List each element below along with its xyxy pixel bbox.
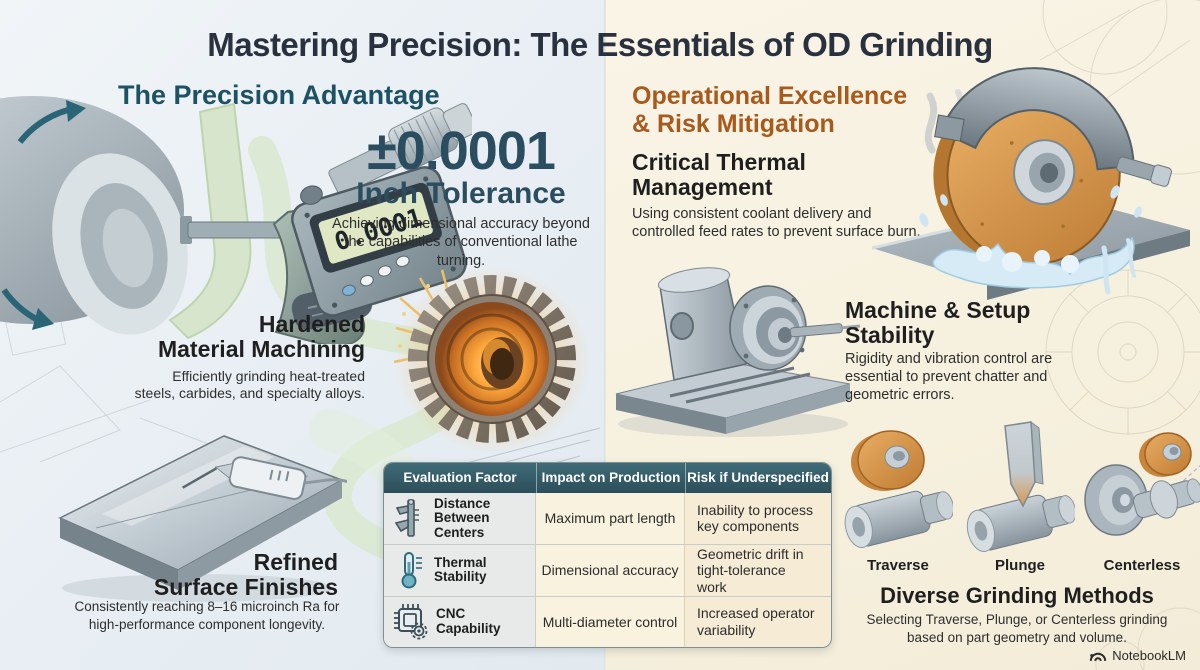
table-header-factor: Evaluation Factor (403, 470, 517, 486)
risk-cell: Inability to process key components (685, 492, 830, 545)
micrometer-illustration: 0.0001 (0, 96, 472, 344)
stability-title: Machine & Setup Stability (845, 297, 1031, 349)
methods-description: Selecting Traverse, Plunge, or Centerles… (866, 612, 1168, 645)
watermark-label: NotebookLM (1112, 648, 1186, 663)
tolerance-unit: Inch Tolerance (356, 177, 566, 211)
surface-plate-illustration (58, 435, 347, 602)
cnc-chip-icon (394, 603, 428, 640)
hardened-material-block: Hardened Material Machining Efficiently … (112, 312, 365, 402)
machine-illustration (615, 267, 861, 437)
precision-advantage-heading: The Precision Advantage (118, 80, 440, 110)
factor-label: Thermal Stability (434, 554, 487, 585)
thermometer-icon (401, 552, 422, 589)
watermark: NotebookLM (1089, 648, 1186, 663)
plunge-grinding-icon (966, 420, 1075, 552)
table-header-impact: Impact on Production (536, 463, 685, 493)
surface-finish-description: Consistently reaching 8–16 microinch Ra … (74, 599, 340, 632)
technical-sketch-gear (1045, 269, 1200, 435)
gear-teeth (408, 275, 576, 443)
impact-cell: Multi-diameter control (536, 596, 685, 647)
rotation-arrow-icon (1, 100, 86, 330)
table-row: Thermal Stability Dimensional accuracy G… (384, 544, 831, 596)
method-label: Centerless (1103, 557, 1181, 574)
traverse-grinding-icon (844, 430, 953, 548)
risk-cell: Geometric drift in tight-tolerance work (685, 545, 830, 596)
method-label: Plunge (994, 557, 1045, 574)
micrometer-thimble (328, 103, 472, 196)
surface-finish-title: Refined Surface Finishes (153, 549, 338, 600)
spindle-stack (729, 285, 861, 371)
plate-side-face (178, 480, 342, 590)
page-title: Mastering Precision: The Essentials of O… (207, 26, 993, 63)
table-header-row: Evaluation Factor Impact on Production R… (384, 463, 831, 493)
method-centerless: Centerless (1084, 420, 1200, 574)
adjust-knob (670, 312, 694, 340)
evaluation-table: Evaluation Factor Impact on Production R… (383, 462, 832, 648)
risk-cell: Increased operator variability (685, 596, 830, 647)
methods-title: Diverse Grinding Methods (880, 583, 1154, 608)
stability-description: Rigidity and vibration control are essen… (845, 351, 1053, 404)
glowing-gear-illustration (393, 266, 590, 454)
thermal-management-title: Critical Thermal Management (632, 149, 806, 201)
method-plunge: Plunge (964, 420, 1076, 574)
panel-divider (604, 0, 606, 670)
grinding-wheel-illustration (872, 67, 1190, 300)
wheel-guard (939, 67, 1135, 171)
technical-sketch-bottom-right (1095, 607, 1200, 670)
green-blade (168, 102, 252, 340)
surface-probe (182, 456, 347, 500)
impact-cell: Dimensional accuracy (536, 545, 685, 596)
centerless-grinding-icon (1084, 432, 1200, 536)
tolerance-description: Achieving dimensional accuracy beyond th… (332, 216, 590, 269)
table-row: CNC Capability Multi-diameter control In… (384, 595, 831, 647)
steam-wisp (924, 92, 938, 154)
hardened-material-description: Efficiently grinding heat-treated steels… (134, 367, 365, 401)
micrometer-display-unit: 0.0001 (291, 166, 467, 317)
tolerance-value: ±0.0001 (367, 121, 556, 181)
plate-front-face (60, 518, 178, 590)
operational-excellence-heading: Operational Excellence & Risk Mitigation (632, 82, 908, 138)
factor-label: Distance Between Centers (434, 495, 491, 540)
grinding-methods-row: Traverse Plunge (842, 420, 1200, 574)
coolant-nozzle (1116, 156, 1172, 187)
wheel-assembly (933, 67, 1135, 266)
method-traverse: Traverse (842, 420, 954, 574)
hardened-material-title: Hardened Material Machining (157, 311, 365, 362)
caliper-icon (394, 499, 419, 538)
table-row: Distance Between Centers Maximum part le… (384, 492, 831, 545)
factor-label: CNC Capability (436, 606, 501, 636)
lcd-screen (318, 191, 433, 264)
coolant-splash (919, 185, 1143, 295)
impact-cell: Maximum part length (536, 492, 685, 545)
method-label: Traverse (867, 557, 929, 574)
table-header-risk: Risk if Underspecified (685, 463, 830, 493)
gear-bore (490, 348, 514, 380)
notebooklm-logo-icon (1090, 652, 1107, 662)
tolerance-block: ±0.0001 Inch Tolerance Achieving dimensi… (330, 121, 592, 270)
thermal-management-description: Using consistent coolant delivery and co… (632, 206, 921, 241)
